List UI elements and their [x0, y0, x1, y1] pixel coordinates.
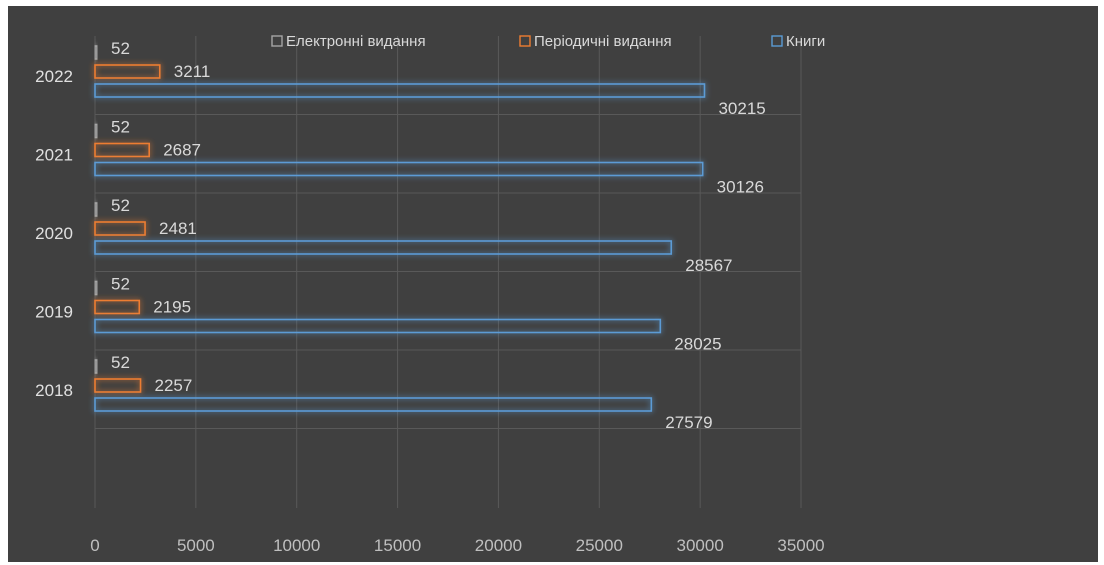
legend: Електронні видання Періодичні видання Книг…	[271, 33, 825, 50]
x-tick-label: 20000	[475, 536, 522, 555]
x-tick-label: 10000	[273, 536, 320, 555]
data-label: 28025	[674, 335, 721, 354]
bar-periodical	[94, 221, 146, 236]
bar-periodical	[94, 142, 151, 158]
bars	[94, 45, 706, 412]
y-category-label: 2022	[35, 67, 73, 86]
data-labels: 52 3211 30215 52 2687 30126 52 2481 28567 52 2195 2…	[111, 39, 766, 432]
bar-electronic	[94, 123, 98, 139]
bar-books	[94, 318, 662, 334]
bar-electronic	[94, 359, 98, 374]
bar-electronic	[94, 45, 98, 60]
data-label: 27579	[665, 413, 712, 432]
bar-books	[94, 240, 673, 255]
x-tick-label: 15000	[374, 536, 421, 555]
legend-swatch	[271, 35, 283, 47]
y-category-label: 2021	[35, 146, 73, 165]
y-category-label: 2020	[35, 224, 73, 243]
legend-item: Періодичні видання	[519, 33, 672, 50]
legend-item: Електронні видання	[271, 33, 426, 50]
data-label: 2257	[155, 376, 193, 395]
legend-label: Книги	[786, 33, 825, 50]
bar-electronic	[94, 202, 98, 217]
y-category-label: 2018	[35, 381, 73, 400]
bar-periodical	[94, 378, 142, 393]
x-tick-label: 0	[90, 536, 99, 555]
x-tick-label: 25000	[576, 536, 623, 555]
axes: 0 5000 10000 15000 20000 25000 30000 35000 2022 2…	[35, 67, 824, 555]
legend-item: Книги	[771, 33, 825, 50]
bar-books	[94, 161, 704, 177]
data-label: 30126	[717, 178, 764, 197]
x-tick-label: 5000	[177, 536, 215, 555]
legend-label: Електронні видання	[286, 33, 426, 50]
legend-label: Періодичні видання	[534, 33, 672, 50]
bar-periodical	[94, 64, 161, 79]
x-tick-label: 30000	[677, 536, 724, 555]
data-label: 2687	[163, 141, 201, 160]
data-label: 2481	[159, 219, 197, 238]
data-label: 3211	[174, 62, 211, 81]
data-label: 52	[111, 39, 130, 58]
bar-chart: 52 3211 30215 52 2687 30126 52 2481 28567 52 2195 2…	[35, 33, 825, 555]
legend-swatch	[771, 35, 783, 47]
bar-books	[94, 397, 653, 412]
bar-electronic	[94, 280, 98, 296]
data-label: 52	[111, 196, 130, 215]
data-label: 30215	[718, 99, 765, 118]
chart-frame: 52 3211 30215 52 2687 30126 52 2481 28567 52 2195 2…	[8, 6, 1098, 562]
bar-books	[94, 83, 706, 98]
y-category-label: 2019	[35, 303, 73, 322]
data-label: 52	[111, 118, 130, 137]
data-label: 28567	[685, 256, 732, 275]
x-tick-label: 35000	[777, 536, 824, 555]
grid-lines	[94, 36, 802, 508]
bar-periodical	[94, 299, 141, 315]
data-label: 52	[111, 275, 130, 294]
data-label: 52	[111, 353, 130, 372]
data-label: 2195	[153, 298, 191, 317]
legend-swatch	[519, 35, 531, 47]
